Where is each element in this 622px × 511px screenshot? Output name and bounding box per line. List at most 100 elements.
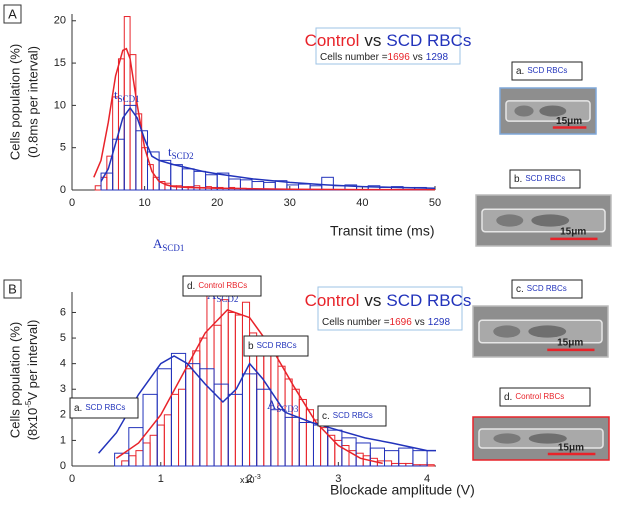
x-tick-label: 10: [138, 197, 150, 209]
histogram-bar: [156, 424, 165, 467]
image-label: d. Control RBCs: [504, 392, 564, 403]
histogram-bar: [121, 460, 130, 467]
callout-label-part: a.: [74, 403, 82, 414]
legend-title-part: Control: [305, 31, 360, 50]
peak-label: ASCD3: [267, 397, 299, 414]
cell: [514, 105, 534, 117]
legend-title: Control vs SCD RBCs: [305, 31, 472, 50]
histogram-bar: [170, 393, 180, 467]
histogram-bar: [355, 452, 364, 467]
histogram-bar: [291, 388, 300, 467]
cell: [493, 433, 521, 444]
image-label-box: [499, 387, 591, 407]
x-tick-label: 50: [429, 197, 441, 209]
callout-label-part: b: [248, 341, 254, 352]
peak-label-part: SCD2: [172, 151, 194, 161]
panel-letter: A: [8, 6, 17, 21]
image-label-part: SCD RBCs: [527, 284, 567, 293]
histogram-bar: [426, 464, 435, 467]
fit-curve: [98, 355, 436, 454]
image-label-part: d.: [504, 392, 512, 403]
y-axis-label-part: -5: [24, 400, 33, 408]
legend-box: [317, 286, 463, 331]
fit-curve: [115, 309, 383, 465]
x-tick-label: 4: [424, 473, 430, 485]
peak-label: ASCD1: [153, 236, 184, 253]
y-axis-label: Cells population (%): [7, 322, 22, 438]
histogram-bar: [192, 350, 201, 467]
histogram-bar: [185, 368, 194, 467]
fit-curve: [100, 106, 436, 190]
legend-counts-part: vs: [415, 317, 425, 328]
legend-title-part: SCD RBCs: [386, 31, 471, 50]
cell: [496, 214, 524, 227]
histogram-bar: [384, 460, 393, 467]
histogram-bar: [305, 409, 314, 467]
histogram-bar: [178, 388, 187, 467]
callout-box: [243, 335, 309, 357]
y-tick-label: 4: [60, 358, 66, 370]
legend-counts: Cells number =1696 vs 1298: [320, 52, 448, 63]
legend-counts-part: vs: [413, 52, 423, 63]
callout-box: [69, 397, 139, 419]
image-label: a. SCD RBCs: [516, 66, 567, 77]
callout-label: a. SCD RBCs: [74, 403, 125, 414]
peak-label-part: SCD1: [162, 243, 184, 253]
y-axis-label: Cells population (%): [7, 44, 22, 160]
image-label-box: [509, 169, 581, 189]
callout-box: [317, 405, 387, 427]
callout-label-part: SCD RBCs: [85, 403, 125, 412]
callout-label: b SCD RBCs: [248, 341, 297, 352]
cell: [528, 433, 567, 444]
histogram-bar: [234, 314, 243, 467]
x-tick-label: 0: [69, 473, 75, 485]
image-label-box: [511, 61, 583, 81]
histogram-bar: [277, 365, 286, 467]
x-tick-label: 3: [335, 473, 341, 485]
histogram-bar: [220, 299, 229, 467]
peak-label-part: A: [153, 236, 163, 251]
image-label-box: [511, 279, 583, 299]
x-tick-label: 40: [356, 197, 368, 209]
y-tick-label: 15: [54, 57, 66, 69]
peak-label-part: SCD3: [276, 404, 299, 414]
legend-counts-part: 1298: [426, 52, 449, 63]
image-label-part: c.: [516, 284, 524, 295]
panel-box: [3, 279, 22, 299]
peak-label: tSCD2: [168, 144, 194, 161]
callout-box: [182, 275, 262, 297]
legend-counts: Cells number =1696 vs 1298: [322, 317, 450, 328]
histogram-bar: [135, 450, 144, 467]
image-label-part: b.: [514, 174, 522, 185]
histogram-bar: [149, 434, 158, 467]
x-scale: x10-3: [240, 474, 261, 486]
image-label: c. SCD RBCs: [516, 284, 567, 295]
panel-box: [3, 4, 22, 24]
callout-label-part: SCD RBCs: [333, 411, 373, 420]
fit-curve: [93, 47, 435, 191]
histogram-bar: [199, 337, 208, 467]
y-tick-label: 5: [60, 332, 66, 344]
peak-label-part: SCD2: [216, 294, 238, 304]
histogram-bar: [206, 294, 215, 467]
image-label-part: Control RBCs: [515, 392, 564, 401]
y-tick-label: 10: [54, 99, 66, 111]
cell: [539, 105, 567, 117]
x-tick-label: 30: [284, 197, 296, 209]
x-tick-label: 0: [69, 197, 75, 209]
scale-label: 15μm: [558, 443, 584, 454]
y-tick-label: 1: [60, 434, 66, 446]
y-axis-label: (0.8ms per interval): [25, 46, 40, 158]
y-tick-label: 0: [60, 460, 66, 472]
legend-title-part: vs: [364, 291, 381, 310]
peak-label-part: t: [114, 87, 118, 102]
legend-counts-part: 1298: [428, 317, 451, 328]
y-tick-label: 5: [60, 142, 66, 154]
y-tick-label: 3: [60, 383, 66, 395]
histogram-bar: [128, 455, 137, 467]
y-tick-label: 6: [60, 306, 66, 318]
histogram-bar: [163, 414, 172, 467]
legend-counts-part: 1696: [390, 317, 413, 328]
